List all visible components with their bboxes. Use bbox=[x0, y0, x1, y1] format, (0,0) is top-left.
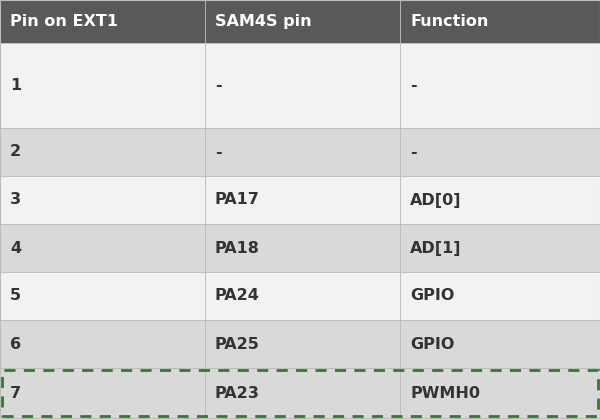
Text: PWMH0: PWMH0 bbox=[410, 385, 480, 401]
Bar bbox=[205, 176, 400, 224]
Text: GPIO: GPIO bbox=[410, 336, 454, 352]
Text: PA17: PA17 bbox=[215, 192, 260, 207]
Text: 4: 4 bbox=[10, 241, 21, 256]
Bar bbox=[0, 272, 205, 320]
Bar bbox=[0, 43, 205, 128]
Bar bbox=[400, 176, 600, 224]
Bar bbox=[400, 0, 600, 43]
Bar bbox=[400, 43, 600, 128]
Text: PA24: PA24 bbox=[215, 289, 260, 303]
Bar bbox=[205, 128, 400, 176]
Text: 1: 1 bbox=[10, 78, 21, 93]
Bar bbox=[0, 176, 205, 224]
Bar bbox=[0, 320, 205, 368]
Bar bbox=[400, 272, 600, 320]
Bar bbox=[205, 224, 400, 272]
Bar bbox=[400, 368, 600, 418]
Text: -: - bbox=[410, 78, 416, 93]
Text: SAM4S pin: SAM4S pin bbox=[215, 14, 311, 29]
Text: PA18: PA18 bbox=[215, 241, 260, 256]
Text: GPIO: GPIO bbox=[410, 289, 454, 303]
Text: PA25: PA25 bbox=[215, 336, 260, 352]
Bar bbox=[2, 370, 598, 416]
Text: Pin on EXT1: Pin on EXT1 bbox=[10, 14, 118, 29]
Bar bbox=[400, 224, 600, 272]
Text: AD[0]: AD[0] bbox=[410, 192, 461, 207]
Text: -: - bbox=[215, 145, 221, 160]
Bar bbox=[205, 320, 400, 368]
Text: Function: Function bbox=[410, 14, 488, 29]
Text: -: - bbox=[410, 145, 416, 160]
Bar bbox=[400, 320, 600, 368]
Bar bbox=[400, 128, 600, 176]
Text: 6: 6 bbox=[10, 336, 21, 352]
Text: 7: 7 bbox=[10, 385, 21, 401]
Bar bbox=[0, 0, 205, 43]
Bar bbox=[205, 368, 400, 418]
Bar bbox=[205, 0, 400, 43]
Bar bbox=[0, 224, 205, 272]
Text: 2: 2 bbox=[10, 145, 21, 160]
Bar bbox=[0, 128, 205, 176]
Bar bbox=[205, 43, 400, 128]
Bar bbox=[205, 272, 400, 320]
Text: 3: 3 bbox=[10, 192, 21, 207]
Bar bbox=[0, 368, 205, 418]
Text: 5: 5 bbox=[10, 289, 21, 303]
Text: AD[1]: AD[1] bbox=[410, 241, 461, 256]
Text: PA23: PA23 bbox=[215, 385, 260, 401]
Text: -: - bbox=[215, 78, 221, 93]
